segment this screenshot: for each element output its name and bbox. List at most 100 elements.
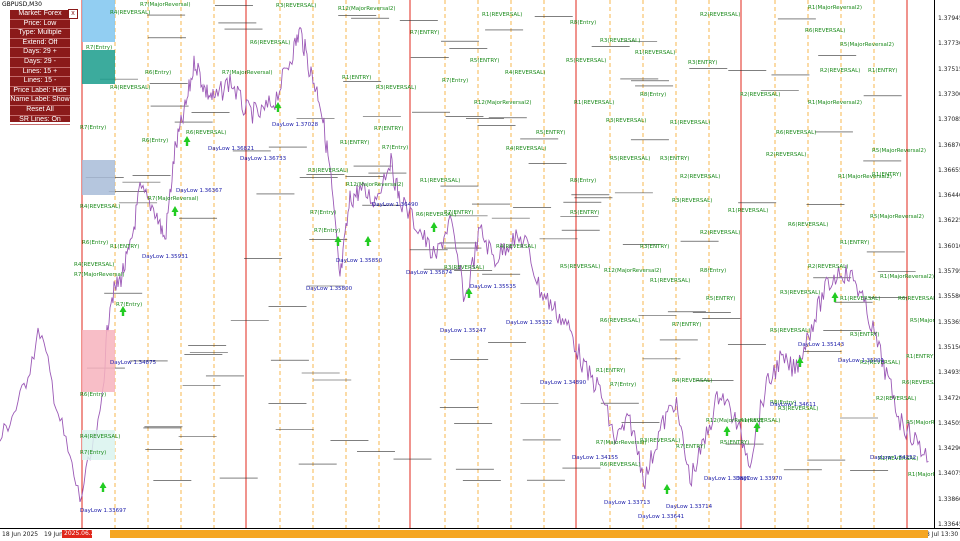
price-label-button[interactable]: Price Label: Hide [10, 87, 70, 97]
sr-label: R5(MajorReversal2) [840, 42, 895, 48]
sr-label: R1(MajorReversal2) [908, 472, 934, 478]
extend-button[interactable]: Extend: Off [10, 39, 70, 49]
price-line [0, 26, 929, 503]
sr-label: R1(REVERSAL) [878, 456, 919, 462]
sr-label: R1(REVERSAL) [670, 120, 711, 126]
sr-label: R1(MajorReversal2) [880, 274, 934, 280]
buy-arrow-icon [274, 102, 282, 112]
reset-all-button[interactable]: Reset All [10, 106, 70, 116]
daylow-label: DayLow 1.36490 [372, 202, 419, 208]
buy-arrow-icon [99, 482, 107, 492]
time-axis-date-text: 2025.06.20 [64, 530, 99, 537]
name-label-button[interactable]: Name Label: Show [10, 96, 70, 106]
daylow-label: DayLow 1.35874 [406, 270, 453, 276]
sr-label: R1(ENTRY) [872, 172, 902, 178]
sr-label: R5(MajorReversal2) [872, 148, 927, 154]
sr-label: R7(MajorReversal) [596, 440, 647, 446]
sr-label: R5(REVERSAL) [560, 264, 601, 270]
sr-label: R2(REVERSAL) [820, 68, 861, 74]
sr-label: R3(REVERSAL) [308, 168, 349, 174]
fill-button[interactable]: Fill: On [28, 125, 52, 133]
sr-label: R8(Entry) [700, 268, 727, 274]
chart-area[interactable]: R4(REVERSAL) R7(MajorReversal) R3(REVERSAL… [0, 0, 934, 528]
sr-label: R6(Entry) [80, 392, 107, 398]
sr-label: R7(Entry) [610, 382, 637, 388]
sr-label: R7(Entry) [80, 125, 107, 131]
buy-arrow-icon [171, 206, 179, 216]
type-button[interactable]: Type: Multiple [10, 29, 70, 39]
buy-arrow-icon [465, 288, 473, 298]
sr-label: R5(REVERSAL) [566, 58, 607, 64]
days-decrease-button[interactable]: Days: 29 - [10, 58, 70, 68]
daylow-label: DayLow 1.34875 [110, 360, 157, 366]
price-tick: 1.37300 [938, 90, 960, 98]
zone-sky [82, 0, 115, 42]
price-button[interactable]: Price: Low [10, 20, 70, 30]
sr-label: R5(MajorReversal2) [910, 318, 934, 324]
price-tick: 1.35365 [938, 318, 960, 326]
sr-label: R6(REVERSAL) [805, 28, 846, 34]
sr-label: R1(ENTRY) [342, 75, 372, 81]
sr-label: R1(REVERSAL) [420, 178, 461, 184]
daylow-label: DayLow 1.35247 [440, 328, 487, 334]
price-tick: 1.36655 [938, 166, 960, 174]
sr-label: R6(REVERSAL) [898, 296, 934, 302]
price-tick: 1.37085 [938, 116, 960, 124]
sr-label: R7(ENTRY) [410, 30, 440, 36]
sr-label: R3(ENTRY) [688, 60, 718, 66]
price-tick: 1.34075 [938, 470, 960, 478]
daylow-label: DayLow 1.33713 [604, 500, 651, 506]
price-tick: 1.36225 [938, 217, 960, 225]
price-tick: 1.35795 [938, 268, 960, 275]
price-tick: 1.37515 [938, 65, 960, 73]
lines-decrease-button[interactable]: Lines: 15 - [10, 77, 70, 87]
daylow-label: DayLow 1.35535 [470, 284, 517, 290]
sr-label: R4(REVERSAL) [80, 204, 121, 210]
daylow-label: DayLow 1.34611 [770, 402, 817, 408]
sr-label: R7(Entry) [86, 45, 113, 51]
sr-label: R4(REVERSAL) [74, 262, 115, 268]
daylow-label: DayLow 1.35931 [142, 254, 189, 260]
sr-label: R2(REVERSAL) [700, 12, 741, 18]
sr-label: R1(MajorReversal2) [808, 100, 863, 106]
control-panel: Market: Forex Price: Low Type: Multiple … [9, 9, 71, 132]
sr-label: R3(REVERSAL) [606, 118, 647, 124]
sr-label: R1(REVERSAL) [574, 100, 615, 106]
sr-label: R3(REVERSAL) [672, 198, 713, 204]
price-tick: 1.33645 [938, 521, 960, 528]
sr-label: R7(ENTRY) [676, 444, 706, 450]
sr-label: R6(REVERSAL) [776, 130, 817, 136]
price-axis[interactable]: 1.37945 1.37730 1.37515 1.37300 1.37085 1.368… [934, 0, 960, 528]
sr-label: R1(REVERSAL) [650, 278, 691, 284]
close-icon[interactable]: x [68, 9, 78, 19]
daylow-label: DayLow 1.33970 [736, 476, 783, 482]
lines-increase-button[interactable]: Lines: 15 + [10, 68, 70, 78]
sr-label: R4(REVERSAL) [496, 244, 537, 250]
market-button[interactable]: Market: Forex [10, 10, 70, 20]
sr-label: R8(Entry) [640, 92, 667, 98]
daylow-label: DayLow 1.35800 [306, 286, 353, 292]
sr-label: R6(Entry) [82, 240, 109, 246]
sr-label: R8(Entry) [570, 178, 597, 184]
sr-lines-button[interactable]: SR Lines: On [10, 116, 70, 126]
time-axis-date-box [62, 530, 92, 538]
sr-label: R8(Entry) [770, 400, 797, 406]
sr-label: R7(Entry) [314, 228, 341, 234]
daylow-label: DayLow 1.34252 [870, 455, 917, 461]
price-chart-svg[interactable] [0, 0, 934, 528]
sr-label: R7(MajorReversal) [140, 2, 191, 8]
sr-label: R6(REVERSAL) [600, 462, 641, 468]
sr-label: R5(ENTRY) [570, 210, 600, 216]
zone-teal [82, 50, 115, 84]
sr-label: R3(REVERSAL) [778, 406, 819, 412]
sr-label: R7(Entry) [310, 210, 337, 216]
price-tick: 1.34720 [938, 394, 960, 402]
days-increase-button[interactable]: Days: 29 + [10, 48, 70, 58]
time-label-end: 8 Jul 13:30 [926, 531, 959, 538]
sr-label: R3(REVERSAL) [780, 290, 821, 296]
sr-label: R4(REVERSAL) [80, 434, 121, 440]
daylow-label: DayLow 1.33641 [638, 514, 685, 520]
buy-arrow-icon [723, 426, 731, 436]
price-tick: 1.33860 [938, 495, 960, 503]
zone-pink [82, 330, 115, 392]
